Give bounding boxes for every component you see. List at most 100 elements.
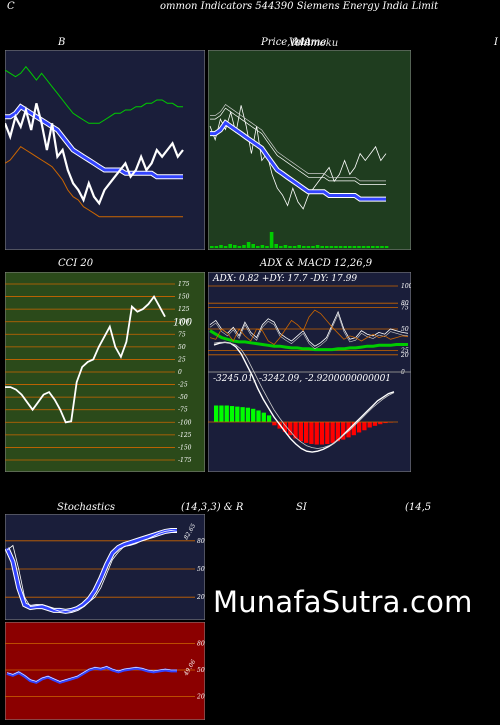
bollinger-lower-band [5,146,183,218]
macd-histogram-bar [367,422,372,428]
macd-histogram-bar [251,408,256,422]
cci-line [5,294,166,424]
macd-histogram-bar [293,422,298,439]
minus-di-line [209,309,409,346]
cci-tick-label: -150 [178,444,192,451]
price-title: Price, MA [261,37,312,48]
volume-bar [334,246,338,248]
volume-bar [210,246,214,248]
adx-macd-title: ADX & MACD 12,26,9 [260,258,373,269]
rsi-line [6,665,177,684]
macd-histogram-bar [261,412,266,422]
cci-tick-label: -100 [178,419,192,426]
rsi-tick-label: 50 [197,667,205,674]
cci-current-label: 100 [173,318,193,329]
rsi-title: SI [296,502,307,513]
macd-histogram-bar [362,422,367,431]
rsi-tick-label: 20 [196,693,205,700]
adx-tick-label: 75 [401,305,409,312]
ichimoku-line-b [210,104,386,182]
bollinger-chart [5,50,205,250]
cci-tick-label: -25 [178,382,188,389]
page-title: ommon Indicators 544390 Siemens Energy I… [160,1,439,12]
ichimoku-line-a [210,107,386,185]
adx-line [209,329,408,352]
macd-histogram-bar [356,422,362,433]
volume-bar [329,246,334,248]
volume-bar [288,246,292,248]
watermark: MunafaSutra.com [213,585,473,619]
volume-bar [325,246,329,248]
cci-tick-label: 0 [178,369,182,376]
macd-histogram-bar [378,422,383,425]
volume-bar [251,244,255,248]
volume-bar [306,246,311,248]
macd-histogram-bar [219,405,224,422]
cci-tick-label: 100 [178,319,190,326]
macd-histogram-bar [330,422,335,443]
adx-tick-label: 20 [400,352,409,359]
volume-bar [292,246,297,248]
stoch-k-line [5,529,177,613]
volume-bar [219,245,223,248]
cci-tick-label: 125 [178,306,190,313]
volume-bar [366,246,370,248]
volume-bar [302,246,306,248]
macd-histogram-bar [240,407,245,422]
cci-title: CCI 20 [58,258,94,269]
bollinger-panel [5,50,205,250]
macd-histogram-bar [214,405,219,422]
adx-macd-panel: 10080755025200 [208,272,411,472]
volume-bar [246,242,251,248]
adx-macd-chart: 10080755025200 [208,272,411,472]
volume-bar [214,246,219,248]
macd-histogram-bar [298,422,303,442]
bollinger-upper-band [5,65,183,124]
stoch-tick-label: 80 [197,538,205,545]
volume-bar [297,245,301,248]
macd-histogram-bar [372,422,378,426]
macd-histogram-bar [325,422,330,444]
stoch-panel: 80 50 20 82.65 [5,514,205,620]
macd-histogram-bar [351,422,356,436]
rsi-tick-label: 80 [197,641,205,648]
price-ma-line [210,120,386,201]
bollinger-price-line [5,103,184,206]
adx-tick-label: 25 [400,348,409,355]
macd-histogram-bar [304,422,309,443]
cci-tick-label: -125 [178,432,192,439]
cci-tick-label: 75 [178,331,186,338]
volume-bar [283,245,288,248]
volume-bar [242,245,246,248]
cci-tick-label: 25 [177,356,186,363]
stoch-tick-label: 20 [196,594,205,601]
adx-tick-label: 80 [401,300,409,307]
bollinger-title: B [58,37,66,48]
cci-tick-label: 175 [178,281,190,288]
volume-bar [311,246,315,248]
volume-bar [279,246,283,248]
cci-tick-label: 150 [178,294,190,301]
rsi-smoothed-line [6,666,177,682]
stoch-tick-label: 50 [197,566,205,573]
volume-bar [380,246,384,248]
volume-bar [375,246,380,248]
price-overlay-title-ichimoku: Ichimoku [291,38,339,49]
macd-histogram-bar [229,406,235,422]
volume-bar [338,246,343,248]
macd-histogram-bar [266,415,272,422]
cci-tick-label: -50 [178,394,188,401]
price-chart [208,50,411,250]
volume-bar [357,246,361,248]
macd-readout: -3245.01, -3242.09, -2.9200000000001 [213,374,392,384]
macd-histogram-bar [245,407,251,422]
stoch-d-line [6,530,178,612]
macd-histogram-bar [309,422,314,444]
right-edge-letter: I [494,37,498,48]
macd-histogram-bar [341,422,346,440]
macd-histogram-bar [319,422,325,445]
header-left-letter: C [7,1,15,12]
cci-chart: 175 150 125 100 75 50 25 0 -25 -50 -75 -100 -125 -150… [5,272,205,472]
macd-histogram-bar [235,406,240,422]
stoch-title-right: (14,3,3) & R [181,502,244,513]
